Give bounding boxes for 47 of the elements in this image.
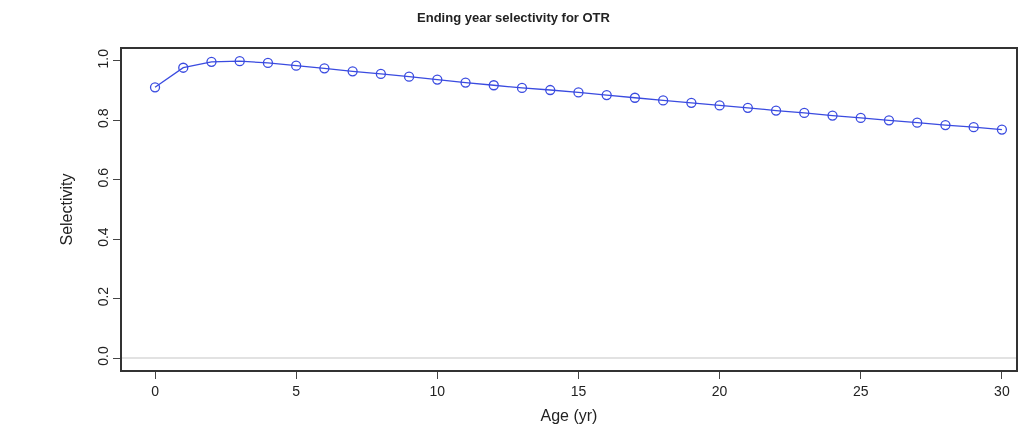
point [968,122,979,133]
point [178,62,189,73]
point [996,124,1008,135]
point [855,112,866,124]
point [742,102,753,113]
point [347,66,358,77]
point [234,56,245,67]
point [686,97,697,108]
point [149,82,161,93]
point [573,87,584,98]
chart-title: Ending year selectivity for OTR [417,10,611,26]
y-tick-label: 1.0 [94,48,111,69]
y-tick-label: 0.0 [94,346,111,366]
point [206,56,217,67]
point [657,95,669,106]
point [940,119,951,131]
y-tick-label: 0.6 [94,167,111,188]
y-tick-label: 0.4 [94,227,111,247]
y-tick-label: 0.2 [94,286,111,307]
point [601,89,612,101]
point [545,84,556,96]
x-tick-label: 5 [292,382,301,399]
x-tick-label: 25 [852,382,869,399]
point [403,71,415,82]
x-axis-title: Age (yr) [540,406,598,424]
point [488,80,499,91]
point [291,60,302,71]
point [629,92,641,103]
point [827,110,838,121]
point [262,57,274,69]
point [319,63,330,74]
point [714,100,725,111]
y-tick-label: 0.8 [94,108,111,128]
point [516,82,528,94]
point [460,77,471,88]
point [799,107,810,119]
x-tick-label: 30 [994,382,1010,399]
point [770,105,782,116]
x-tick-label: 0 [151,382,160,399]
point [375,68,387,80]
point [912,117,923,128]
point [883,115,895,126]
x-tick-label: 20 [711,382,728,399]
y-axis-title: Selectivity [58,173,76,246]
x-tick-label: 10 [429,382,446,399]
x-tick-label: 15 [570,382,587,399]
point [432,74,443,85]
